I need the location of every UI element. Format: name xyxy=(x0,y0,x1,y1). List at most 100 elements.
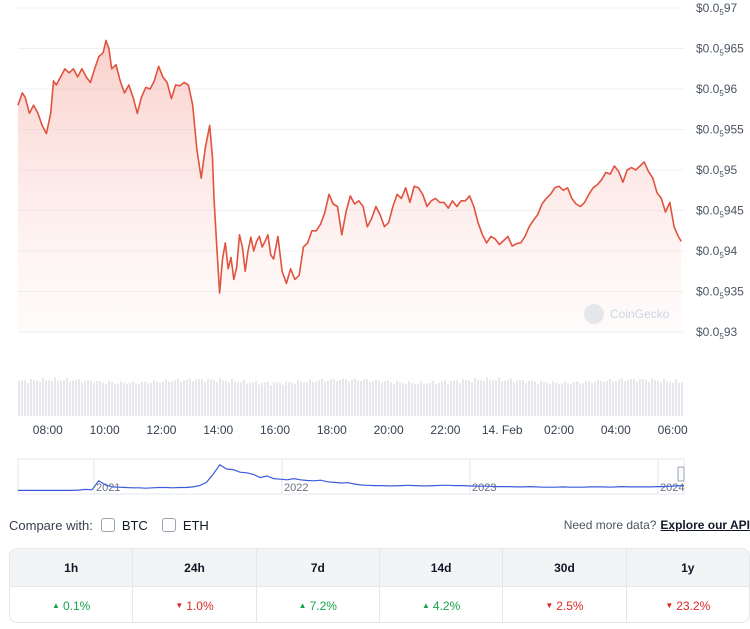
volume-bar xyxy=(204,381,206,416)
volume-bar xyxy=(39,381,41,416)
compare-row: Compare with: BTC ETH Need more data? Exp… xyxy=(9,514,750,536)
change-1h-value: 0.1% xyxy=(62,598,91,613)
x-tick-label: 20:00 xyxy=(374,423,404,437)
volume-bar xyxy=(93,383,95,416)
volume-bar xyxy=(291,382,293,416)
period-24h: 24h xyxy=(133,549,257,586)
volume-bar xyxy=(468,380,470,416)
volume-bar xyxy=(549,384,551,416)
change-7d: ▲ 7.2% xyxy=(257,587,380,622)
price-chart[interactable]: $0.0597 $0.05965 $0.0596 $0.05955 $0.0595 $0.… xyxy=(0,0,750,505)
eth-checkbox-label: ETH xyxy=(182,517,209,533)
volume-bar xyxy=(519,380,521,416)
volume-bar xyxy=(111,381,113,416)
volume-bar xyxy=(552,381,554,416)
volume-bar xyxy=(660,382,662,416)
volume-bar xyxy=(270,385,272,416)
caret-down-icon: ▼ xyxy=(545,601,554,610)
change-30d: ▼ 2.5% xyxy=(503,587,627,622)
volume-bar xyxy=(54,377,56,416)
price-line xyxy=(17,39,682,294)
volume-bar xyxy=(345,379,347,416)
volume-bar xyxy=(483,381,485,416)
volume-bar xyxy=(258,384,260,416)
volume-bar xyxy=(117,383,119,416)
volume-bar xyxy=(657,380,659,416)
volume-bar xyxy=(567,383,569,416)
y-tick-label: $0.05945 xyxy=(696,204,744,220)
volume-bar xyxy=(51,380,53,416)
volume-bar xyxy=(420,380,422,416)
volume-bar xyxy=(393,383,395,416)
performance-values-row: ▲ 0.1% ▼ 1.0% ▲ 7.2% ▲ 4.2% ▼ 2.5% ▼ 23.2% xyxy=(10,586,749,622)
eth-checkbox-box[interactable] xyxy=(161,518,176,532)
volume-bar xyxy=(243,379,245,416)
volume-bar xyxy=(555,382,557,416)
volume-bar xyxy=(327,380,329,416)
volume-bar xyxy=(537,383,539,416)
volume-bar xyxy=(84,380,86,416)
volume-bars xyxy=(18,377,683,416)
compare-btc-checkbox[interactable]: BTC xyxy=(100,517,148,533)
navigator-handle[interactable] xyxy=(677,466,685,482)
volume-bar xyxy=(621,378,623,416)
volume-bar xyxy=(285,381,287,416)
volume-bar xyxy=(375,379,377,416)
volume-bar xyxy=(405,384,407,416)
caret-up-icon: ▲ xyxy=(298,601,307,610)
volume-bar xyxy=(579,383,581,416)
volume-bar xyxy=(609,378,611,416)
explore-api-link[interactable]: Explore our API xyxy=(660,518,750,532)
volume-bar xyxy=(261,382,263,416)
volume-bar xyxy=(495,380,497,416)
period-1h: 1h xyxy=(10,549,134,586)
volume-bar xyxy=(366,379,368,416)
volume-bar xyxy=(594,382,596,416)
volume-bar xyxy=(333,378,335,416)
watermark: CoinGecko xyxy=(584,304,670,324)
volume-bar xyxy=(75,379,77,416)
y-tick-label: $0.0595 xyxy=(696,163,737,179)
btc-checkbox-label: BTC xyxy=(121,517,148,533)
navigator-series-line xyxy=(18,463,685,491)
volume-bar xyxy=(432,380,434,416)
volume-bar xyxy=(297,380,299,416)
volume-bar xyxy=(648,381,650,416)
volume-bar xyxy=(279,382,281,416)
change-1y-value: 23.2% xyxy=(676,598,711,613)
volume-bar xyxy=(315,381,317,416)
volume-bar xyxy=(141,381,143,416)
volume-bar xyxy=(237,381,239,416)
volume-bar xyxy=(396,381,398,416)
x-tick-label: 14. Feb xyxy=(482,423,523,437)
caret-down-icon: ▼ xyxy=(175,601,184,610)
change-1h: ▲ 0.1% xyxy=(10,587,134,622)
volume-bar xyxy=(450,381,452,416)
volume-bar xyxy=(201,378,203,416)
btc-checkbox-box[interactable] xyxy=(100,518,115,532)
volume-bar xyxy=(570,384,572,416)
volume-bar xyxy=(210,379,212,416)
caret-down-icon: ▼ xyxy=(665,601,674,610)
navigator-year-label: 2022 xyxy=(284,482,308,494)
volume-bar xyxy=(423,383,425,416)
volume-bar xyxy=(132,381,134,416)
volume-bar xyxy=(18,380,20,416)
compare-label: Compare with: xyxy=(9,517,93,533)
volume-bar xyxy=(681,382,683,416)
volume-bar xyxy=(330,379,332,416)
volume-bar xyxy=(288,382,290,416)
volume-bar xyxy=(150,383,152,416)
performance-header-row: 1h 24h 7d 14d 30d 1y xyxy=(10,549,749,586)
volume-bar xyxy=(228,382,230,416)
volume-bar xyxy=(591,383,593,416)
period-30d: 30d xyxy=(503,549,627,586)
volume-bar xyxy=(612,381,614,416)
volume-bar xyxy=(312,381,314,416)
volume-bar xyxy=(252,382,254,416)
volume-bar xyxy=(156,381,158,416)
range-navigator[interactable]: 2021 2022 2023 2024 xyxy=(17,458,685,495)
volume-bar xyxy=(147,383,149,416)
volume-bar xyxy=(438,382,440,416)
compare-eth-checkbox[interactable]: ETH xyxy=(161,517,209,533)
